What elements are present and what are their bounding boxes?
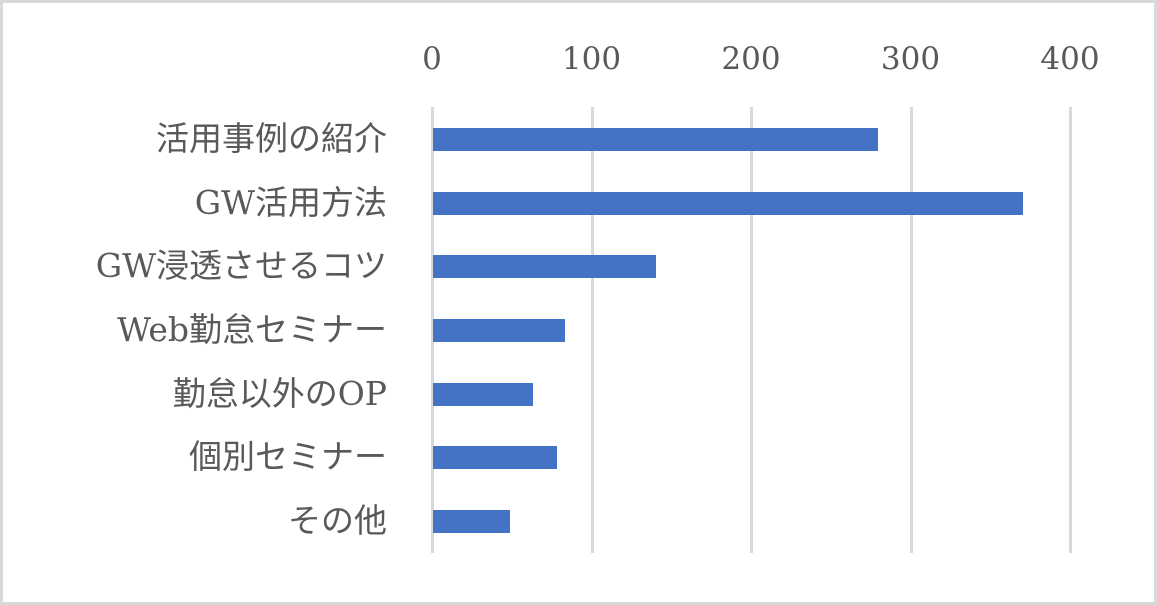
x-tick-label: 200 <box>721 41 781 77</box>
gridline <box>431 107 434 553</box>
x-tick-label: 0 <box>422 41 442 77</box>
gridline <box>750 107 753 553</box>
bar <box>433 255 657 279</box>
bar <box>433 510 510 534</box>
x-tick-label: 400 <box>1040 41 1100 77</box>
x-tick-label: 100 <box>561 41 622 77</box>
bar <box>433 446 558 470</box>
x-tick-label: 300 <box>880 41 941 77</box>
bar <box>433 382 534 406</box>
category-label: GW浸透させるコツ <box>95 246 387 286</box>
category-label: Web勤怠セミナー <box>117 310 387 349</box>
gridline <box>590 107 594 553</box>
category-label: 勤怠以外のOP <box>172 373 387 413</box>
bar <box>433 191 1024 215</box>
category-label: 個別セミナー <box>189 437 387 477</box>
gridline <box>1069 107 1072 553</box>
bar <box>433 127 878 151</box>
bar <box>433 319 566 342</box>
category-label: GW活用方法 <box>194 182 387 222</box>
category-label: その他 <box>288 501 387 541</box>
category-label: 活用事例の紹介 <box>156 118 387 158</box>
gridline <box>909 107 913 553</box>
